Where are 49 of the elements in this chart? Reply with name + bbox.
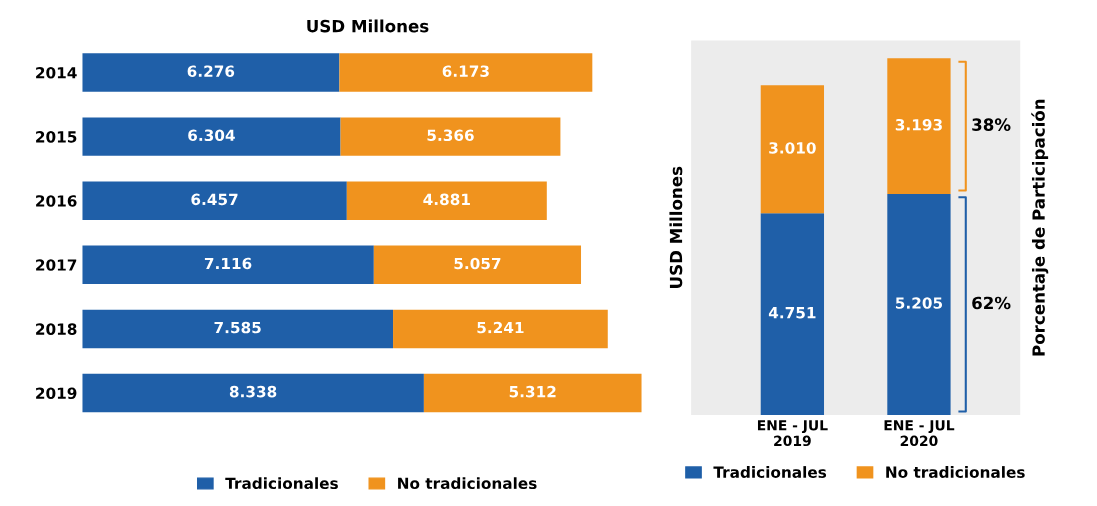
data-label: 5.241 xyxy=(477,321,524,334)
data-label: 3.193 xyxy=(895,118,942,131)
bar xyxy=(82,373,424,413)
bar xyxy=(346,181,547,220)
data-label: 8.338 xyxy=(229,385,277,398)
legend-label: No tradicionales xyxy=(398,477,537,490)
data-label: 5.057 xyxy=(454,257,501,270)
data-label: 6.173 xyxy=(442,65,489,77)
legend-label: Tradicionales xyxy=(713,466,827,478)
data-label: 5.366 xyxy=(427,129,474,142)
legend-label: No tradicionales xyxy=(886,466,1025,478)
bar xyxy=(760,85,825,214)
data-label: 6.457 xyxy=(191,193,238,206)
x-tick-label: ENE - JUL 2019 xyxy=(757,420,828,447)
y2-axis-title: Porcentaje de Participación xyxy=(1031,99,1049,356)
data-label: 5.205 xyxy=(895,297,943,309)
legend-label: Tradicionales xyxy=(225,477,338,490)
y-tick-label: 2015 xyxy=(36,131,77,143)
bar xyxy=(760,213,825,415)
annotation: 38% xyxy=(972,118,1011,131)
bar xyxy=(82,245,374,285)
bar xyxy=(373,245,582,285)
data-label: 5.312 xyxy=(509,385,556,398)
data-label: 7.585 xyxy=(214,321,261,334)
bar xyxy=(887,193,951,415)
bar xyxy=(82,53,340,92)
y-tick-label: 2019 xyxy=(36,387,77,400)
x-tick-label: ENE - JUL 2020 xyxy=(884,420,955,447)
y-tick-label: 2016 xyxy=(36,195,77,207)
bar xyxy=(82,117,341,156)
bar xyxy=(82,309,394,349)
y-tick-label: 2018 xyxy=(36,323,77,335)
bar xyxy=(887,58,951,194)
bar xyxy=(340,117,561,156)
data-label: 4.881 xyxy=(423,193,470,206)
bar xyxy=(339,53,593,92)
bar xyxy=(393,309,608,349)
data-label: 6.304 xyxy=(188,129,235,142)
chart-title: USD Millones xyxy=(307,19,429,33)
data-label: 6.276 xyxy=(187,65,235,77)
bar xyxy=(423,373,642,413)
data-label: 3.010 xyxy=(769,142,816,154)
data-label: 7.116 xyxy=(204,257,252,270)
y-axis-title: USD Millones xyxy=(669,166,683,288)
data-label: 4.751 xyxy=(768,307,816,319)
y-tick-label: 2014 xyxy=(36,66,77,79)
annotation: 62% xyxy=(972,296,1011,310)
y-tick-label: 2017 xyxy=(36,259,77,271)
bar xyxy=(82,181,347,220)
